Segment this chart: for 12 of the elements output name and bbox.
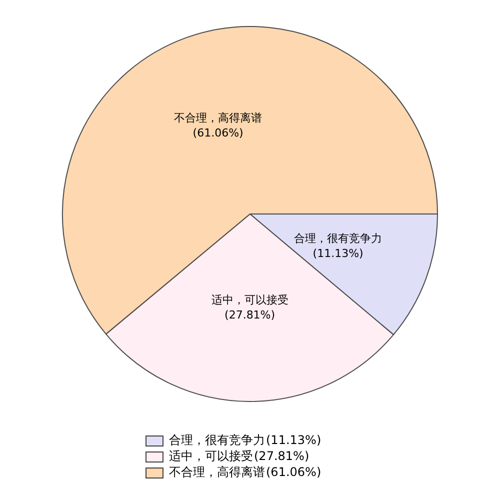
slice-label: 适中，可以接受 <box>211 294 288 307</box>
text: (27.81%) <box>254 449 310 464</box>
data-label: (27.81%) <box>224 308 276 322</box>
legend-label: 合理，很有竞争力 <box>169 433 265 448</box>
data-label: (61.06%) <box>192 126 244 140</box>
slice-label: 不合理，高得离谱 <box>174 112 262 125</box>
text: (11.13%) <box>266 433 322 448</box>
data-label: (11.13%) <box>312 246 364 260</box>
legend-label: 适中，可以接受 <box>169 449 253 464</box>
legend-label: 不合理，高得离谱 <box>169 465 265 480</box>
text: (61.06%) <box>266 465 322 480</box>
slice-label: 合理，很有竞争力 <box>294 232 382 245</box>
